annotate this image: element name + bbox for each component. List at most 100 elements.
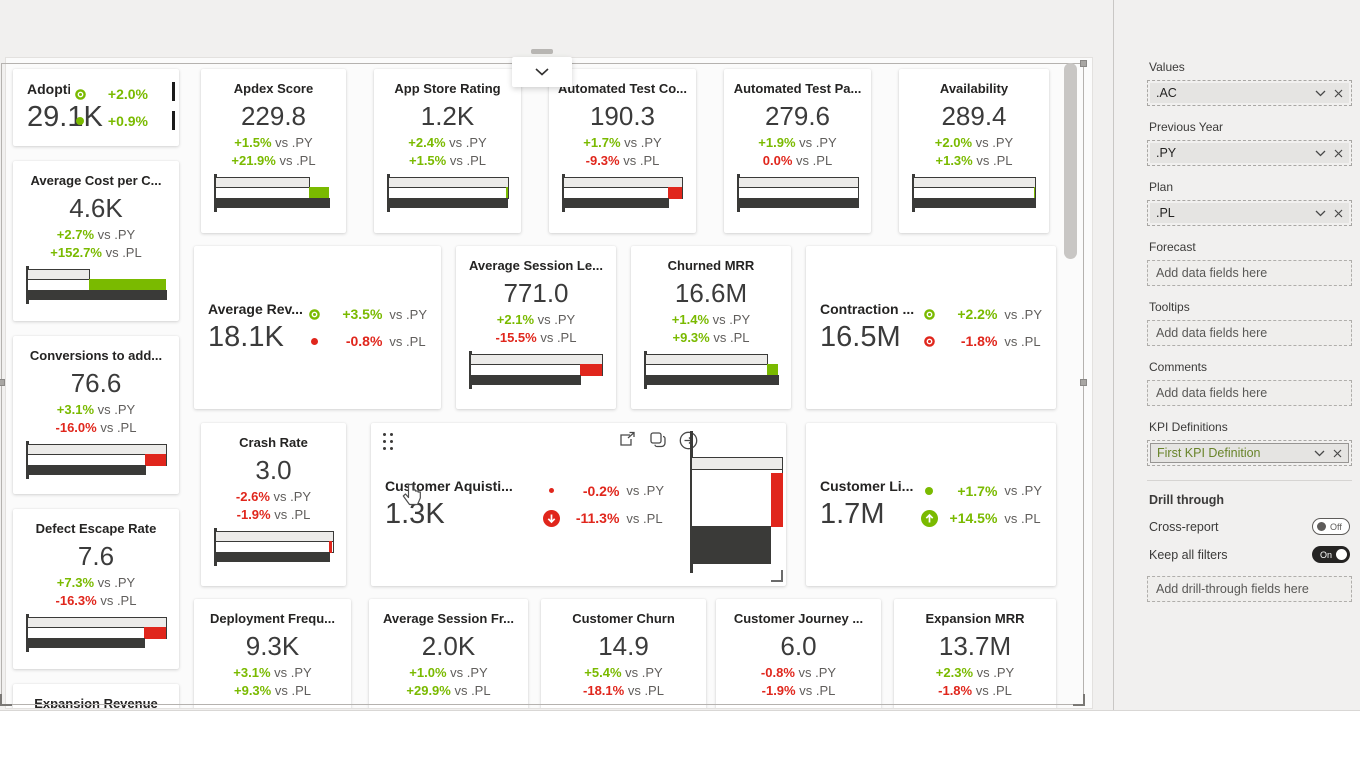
field-pill[interactable]: First KPI Definition	[1150, 443, 1349, 463]
variance-percent: +152.7%	[50, 244, 102, 260]
variance-target-label: vs .PL	[270, 506, 311, 522]
variance-percent: 0.0%	[762, 152, 793, 168]
kpi-card-contraction[interactable]: Contraction ... 16.5M +2.2% vs .PY -1.8% vs .…	[806, 246, 1056, 409]
kpi-card-automated-test-co[interactable]: Automated Test Co... 190.3 +1.7% vs .PY -9.…	[549, 69, 696, 233]
kpi-card-customer-aquisition[interactable]: Customer Aquisti... 1.3K -0.2% vs .PY -11.3%…	[371, 423, 786, 586]
report-canvas: Adopti...29.1K+2.0%+0.9% Average Cost per…	[5, 57, 1093, 709]
remove-field-icon[interactable]	[1334, 149, 1343, 158]
variance-line: -18.1% vs .PL	[583, 683, 664, 698]
focus-mode-icon[interactable]	[618, 431, 637, 450]
card-title: Average Session Fr...	[382, 611, 515, 626]
field-pill[interactable]: .PY	[1150, 143, 1349, 163]
chevron-down-icon[interactable]	[1314, 450, 1325, 457]
comments-dropzone[interactable]: Add data fields here	[1147, 380, 1352, 406]
kpi-card-deployment-frequ[interactable]: Deployment Frequ... 9.3K +3.1% vs .PY +9.3%…	[194, 599, 351, 708]
variance-percent: +1.0%	[409, 664, 447, 680]
bottom-strip	[0, 710, 1360, 765]
bullet-variance-segment	[329, 540, 332, 553]
bullet-variance-segment	[309, 186, 330, 199]
kpi-card-average-session-fr[interactable]: Average Session Fr... 2.0K +1.0% vs .PY +29…	[369, 599, 528, 708]
variance-target-label: vs .PL	[709, 329, 750, 345]
card-text-block: Contraction ... 16.5M	[820, 301, 914, 354]
variance-percent: -1.8%	[960, 333, 998, 349]
variance-percent: +2.1%	[496, 311, 535, 327]
kpi-card-average-rev[interactable]: Average Rev... 18.1K +3.5% vs .PY -0.8% vs .P…	[194, 246, 441, 409]
variance-target-label: vs .PL	[619, 152, 660, 168]
card-value: 1.2K	[420, 101, 475, 131]
kpi-card-customer-li[interactable]: Customer Li... 1.7M +1.7% vs .PY +14.5% vs .P…	[806, 423, 1056, 586]
cross-report-toggle[interactable]: Off	[1312, 518, 1350, 535]
kpi-card-adoption[interactable]: Adopti... 29.1K+2.0% +0.9%	[13, 69, 179, 146]
variance-percent: +3.1%	[56, 401, 95, 417]
card-value: 289.4	[941, 101, 1007, 131]
kpi-card-apdex-score[interactable]: Apdex Score 229.8 +1.5% vs .PY +21.9% vs .P…	[201, 69, 346, 233]
variance-target-label: vs .PY	[270, 664, 312, 680]
values-well[interactable]: .AC	[1147, 80, 1352, 106]
kpi-definitions-well[interactable]: First KPI Definition	[1147, 440, 1352, 466]
visual-header-collapse-button[interactable]	[512, 57, 572, 87]
kpi-card-defect-escape-rate[interactable]: Defect Escape Rate 7.6 +7.3% vs .PY -16.3% …	[13, 509, 179, 669]
remove-field-icon[interactable]	[1334, 89, 1343, 98]
variance-line: 0.0% vs .PL	[763, 153, 832, 168]
target-red-icon	[919, 335, 939, 348]
variance-line: +152.7% vs .PL	[50, 245, 141, 260]
variance-line: +0.9%	[70, 113, 155, 129]
copy-icon[interactable]	[649, 431, 667, 450]
kpi-card-expansion-mrr[interactable]: Expansion MRR 13.7M +2.3% vs .PY -1.8% vs .…	[894, 599, 1056, 708]
card-text-block: Customer Li... 1.7M	[820, 478, 913, 531]
kpi-card-app-store-rating[interactable]: App Store Rating 1.2K +2.4% vs .PY +1.5% vs…	[374, 69, 521, 233]
plan-well[interactable]: .PL	[1147, 200, 1352, 226]
card-value: 18.1K	[208, 321, 284, 353]
vertical-scrollbar-thumb[interactable]	[1064, 63, 1077, 259]
previous-year-well[interactable]: .PY	[1147, 140, 1352, 166]
drill-through-dropzone[interactable]: Add drill-through fields here	[1147, 576, 1352, 602]
drag-handle-icon[interactable]	[383, 433, 394, 452]
field-pill[interactable]: .PL	[1150, 203, 1349, 223]
card-resize-corner[interactable]	[771, 570, 783, 582]
kpi-card-customer-journey[interactable]: Customer Journey ... 6.0 -0.8% vs .PY -1.9%…	[716, 599, 881, 708]
kpi-card-availability[interactable]: Availability 289.4 +2.0% vs .PY +1.3% vs .P…	[899, 69, 1049, 233]
card-title: Apdex Score	[233, 81, 314, 96]
variance-target-label: vs .PL	[1004, 333, 1041, 349]
field-pill[interactable]: .AC	[1150, 83, 1349, 103]
chevron-down-icon[interactable]	[1315, 150, 1326, 157]
card-value: 279.6	[764, 101, 831, 131]
kpi-card-crash-rate[interactable]: Crash Rate 3.0 -2.6% vs .PY -1.9% vs .PL	[201, 423, 346, 586]
visual-drag-bar[interactable]	[531, 49, 553, 54]
kpi-card-conversions-to-add[interactable]: Conversions to add... 76.6 +3.1% vs .PY -16…	[13, 336, 179, 494]
variance-percent: +14.5%	[949, 510, 998, 526]
variance-target-label: vs .PL	[389, 333, 426, 349]
variance-percent: +1.9%	[758, 134, 796, 150]
variance-target-label: vs .PY	[620, 134, 662, 150]
chevron-down-icon[interactable]	[1315, 90, 1326, 97]
card-value: 6.0	[780, 631, 817, 661]
remove-field-icon[interactable]	[1333, 449, 1342, 458]
kpi-card-customer-churn[interactable]: Customer Churn 14.9 +5.4% vs .PY -18.1% vs …	[541, 599, 706, 708]
variance-target-label: vs .PY	[269, 488, 312, 504]
kpi-card-automated-test-pa[interactable]: Automated Test Pa... 279.6 +1.9% vs .PY 0.0…	[724, 69, 871, 233]
tooltips-dropzone[interactable]: Add data fields here	[1147, 320, 1352, 346]
variance-percent: -0.8%	[345, 333, 383, 349]
variance-line: +1.3% vs .PL	[936, 153, 1013, 168]
bullet-chart	[562, 173, 683, 212]
bullet-actual-bar	[645, 374, 779, 385]
variance-line: -0.8% vs .PY	[761, 665, 836, 680]
kpi-card-average-cost-per-c[interactable]: Average Cost per C... 4.6K +2.7% vs .PY +15…	[13, 161, 179, 321]
forecast-dropzone[interactable]: Add data fields here	[1147, 260, 1352, 286]
variance-percent: +5.4%	[584, 664, 622, 680]
bullet-actual-bar	[27, 464, 146, 475]
hand-cursor	[401, 483, 422, 513]
kpi-card-churned-mrr[interactable]: Churned MRR 16.6M +1.4% vs .PY +9.3% vs .PL	[631, 246, 791, 409]
circle-arrow-down-red-icon	[541, 509, 561, 527]
kpi-card-average-session-le[interactable]: Average Session Le... 771.0 +2.1% vs .PY -1…	[456, 246, 616, 409]
variance-percent: +1.4%	[671, 311, 710, 327]
remove-field-icon[interactable]	[1334, 209, 1343, 218]
keep-all-filters-toggle[interactable]: On	[1312, 546, 1350, 563]
chevron-down-icon[interactable]	[1315, 210, 1326, 217]
kpi-card-expansion-revenue[interactable]: Expansion Revenue	[13, 684, 179, 708]
variance-line: +1.4% vs .PY	[672, 312, 750, 327]
card-value: 3.0	[255, 455, 292, 485]
card-title: Customer Journey ...	[733, 611, 864, 626]
variance-target-label: vs .PL	[96, 592, 137, 608]
variance-target-label: vs .PL	[96, 419, 137, 435]
